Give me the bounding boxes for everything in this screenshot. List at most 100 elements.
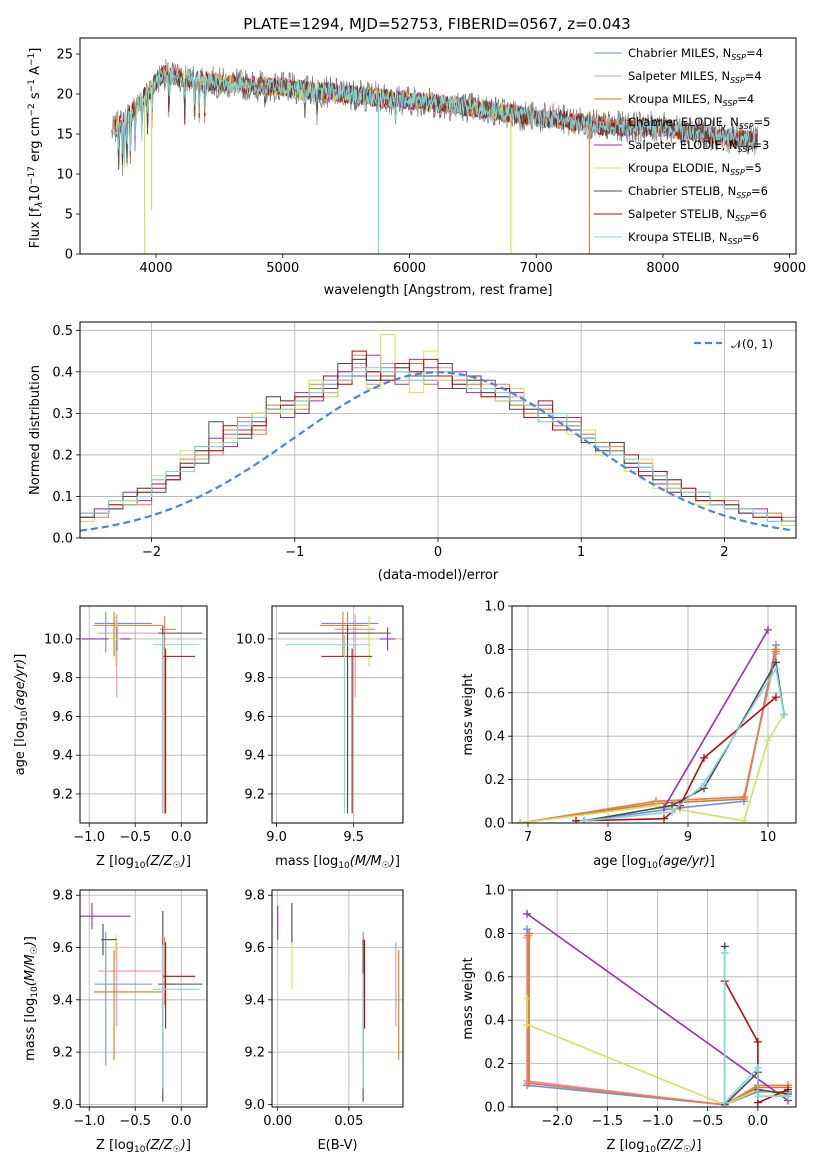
weight_vs_Z-xlabel: Z [log10(Z/Z☉)] bbox=[607, 1138, 702, 1155]
weight_vs_Z-xtick-label: 0.0 bbox=[748, 1114, 769, 1129]
spectrum-plot bbox=[111, 58, 759, 254]
weight_vs_Z-line-salpeter_elodie bbox=[526, 913, 789, 1102]
mass_vs_ebv-ytick-label: 9.6 bbox=[244, 941, 265, 956]
histogram-salpeter_stelib bbox=[80, 350, 796, 526]
spectrum-axes: 4000 5000 6000 7000 8000 9000 0 5 10 15 20 25 bbox=[56, 37, 806, 276]
weight_vs_Z-xtick-label: −1.0 bbox=[642, 1114, 674, 1129]
residuals-xtick-label: −1 bbox=[285, 545, 304, 560]
mass_vs_ebv-frame bbox=[271, 889, 404, 1108]
weight_vs_Z-ytick-label: 1.0 bbox=[484, 884, 505, 899]
weight_vs_Z-marker-kroupa_elodie bbox=[523, 994, 532, 1003]
weight_vs_age-marker-chabrier_elodie bbox=[740, 792, 748, 801]
residuals-legend-entry: 𝒩(0, 1) bbox=[731, 337, 773, 351]
weight_vs_age-ytick-label: 0.8 bbox=[484, 643, 505, 658]
spectrum-legend-entry: Salpeter ELODIE, NSSP=3 bbox=[628, 138, 769, 154]
spectrum-legend-entry: Salpeter MILES, NSSP=4 bbox=[628, 69, 762, 85]
age_vs_Z-ytick-label: 10.0 bbox=[44, 632, 73, 647]
spectrum-xtick-label: 8000 bbox=[646, 261, 679, 276]
spectrum-line-kroupa_stelib bbox=[115, 67, 758, 162]
mass_vs_Z-ytick-label: 9.6 bbox=[52, 941, 73, 956]
svg-text:Flux [fλ10−17 erg cm−2 s−1 A−1: Flux [fλ10−17 erg cm−2 s−1 A−1] bbox=[27, 48, 45, 249]
weight_vs_age-marker-kroupa_stelib bbox=[780, 710, 788, 719]
weight_vs_age-xtick-label: 7 bbox=[524, 830, 532, 845]
weight_vs_Z-xtick-label: −1.5 bbox=[592, 1114, 624, 1129]
mass_vs_Z-ytick-label: 9.2 bbox=[52, 1046, 73, 1061]
weight_vs_age-xtick-label: 8 bbox=[604, 830, 612, 845]
weight_vs_age-xtick-label: 10 bbox=[760, 830, 777, 845]
residuals-ytick-label: 0.4 bbox=[52, 365, 73, 380]
weight_vs_age-marker-kroupa_stelib bbox=[580, 816, 588, 823]
weight_vs_age-marker-kroupa_stelib bbox=[668, 808, 676, 817]
spectrum-xtick-label: 4000 bbox=[139, 261, 172, 276]
weight_vs_Z-plot bbox=[523, 909, 792, 1107]
weight_vs_age-ylabel: mass weight bbox=[461, 673, 476, 755]
age_vs_mass-ytick-label: 9.8 bbox=[244, 671, 265, 686]
residuals-ytick-label: 0.5 bbox=[52, 324, 73, 339]
weight_vs_Z-axes: −2.0 −1.5 −1.0 −0.5 0.0 0.0 0.2 0.4 0.6 0.8 1.0 bbox=[484, 884, 797, 1129]
spectrum-title: PLATE=1294, MJD=52753, FIBERID=0567, z=0… bbox=[243, 15, 630, 33]
age_vs_mass-frame bbox=[271, 605, 404, 824]
residuals-ytick-label: 0.2 bbox=[52, 448, 73, 463]
weight_vs_Z-ytick-label: 0.2 bbox=[484, 1057, 505, 1072]
mass_vs_ebv-xtick-label: 0.00 bbox=[263, 1114, 292, 1129]
weight_vs_age-ytick-label: 0.2 bbox=[484, 773, 505, 788]
mass_vs_ebv-ytick-label: 9.2 bbox=[244, 1046, 265, 1061]
weight_vs_Z-ytick-label: 0.4 bbox=[484, 1014, 505, 1029]
weight_vs_age-marker-kroupa_stelib bbox=[772, 664, 780, 673]
mass_vs_Z-axes: −1.0 −0.5 0.0 9.0 9.2 9.4 9.6 9.8 bbox=[52, 889, 208, 1129]
residuals-ytick-label: 0.1 bbox=[52, 490, 73, 505]
mass_vs_Z-plot bbox=[80, 903, 203, 1102]
weight_vs_Z-ytick-label: 0.0 bbox=[484, 1101, 505, 1116]
weight_vs_age-marker-chabrier_elodie bbox=[772, 647, 780, 656]
weight_vs_Z-ytick-label: 0.8 bbox=[484, 927, 505, 942]
mass_vs_Z-frame bbox=[79, 889, 208, 1108]
spectrum-ytick-label: 10 bbox=[56, 168, 73, 183]
mass_vs_Z-xlabel: Z [log10(Z/Z☉)] bbox=[96, 1138, 191, 1155]
mass_vs_Z-ytick-label: 9.4 bbox=[52, 993, 73, 1008]
age_vs_Z-ytick-label: 9.8 bbox=[52, 671, 73, 686]
weight_vs_age-ytick-label: 1.0 bbox=[484, 600, 505, 615]
spectrum-xtick-label: 9000 bbox=[773, 261, 806, 276]
age_vs_mass-ytick-label: 9.2 bbox=[244, 787, 265, 802]
residuals-xlabel: (data-model)/error bbox=[378, 568, 499, 583]
spectrum-xtick-label: 7000 bbox=[520, 261, 553, 276]
weight_vs_age-plot bbox=[516, 625, 788, 823]
weight_vs_Z-marker-kroupa_stelib bbox=[783, 1092, 792, 1101]
spectrum-ylabel: Flux [fλ10−17 erg cm−2 s−1 A−1] bbox=[27, 48, 45, 249]
spectrum-xlabel: wavelength [Angstrom, rest frame] bbox=[324, 283, 553, 298]
age_vs_Z-xlabel: Z [log10(Z/Z☉)] bbox=[96, 854, 191, 871]
age_vs_Z-xtick-label: 0.0 bbox=[171, 830, 192, 845]
age_vs_mass-ytick-label: 9.4 bbox=[244, 749, 265, 764]
weight_vs_age-marker-salpeter_stelib bbox=[772, 693, 780, 702]
weight_vs_age-line-chabrier_elodie bbox=[519, 651, 777, 823]
age_vs_mass-plot bbox=[278, 611, 396, 814]
spectrum-legend-entry: Kroupa ELODIE, NSSP=5 bbox=[628, 161, 762, 177]
spectrum-legend-entry: Chabrier STELIB, NSSP=6 bbox=[628, 184, 768, 200]
weight_vs_age-ytick-label: 0.6 bbox=[484, 686, 505, 701]
weight_vs_age-axes: 7 8 9 10 0.0 0.2 0.4 0.6 0.8 1.0 bbox=[484, 600, 797, 845]
spectrum-xtick-label: 6000 bbox=[393, 261, 426, 276]
age_vs_Z-ytick-label: 9.2 bbox=[52, 787, 73, 802]
spectrum-frame bbox=[79, 37, 797, 255]
age_vs_Z-ylabel: age [log10(age/yr)] bbox=[13, 654, 30, 776]
age_vs_Z-ytick-label: 9.6 bbox=[52, 710, 73, 725]
residuals-legend: 𝒩(0, 1) bbox=[694, 337, 773, 351]
weight_vs_age-xtick-label: 9 bbox=[684, 830, 692, 845]
weight_vs_age-ytick-label: 0.4 bbox=[484, 730, 505, 745]
weight_vs_age-frame bbox=[511, 605, 797, 824]
weight_vs_age-marker-kroupa_elodie bbox=[516, 819, 524, 823]
residuals-xtick-label: 1 bbox=[577, 545, 585, 560]
weight_vs_age-marker-salpeter_stelib bbox=[660, 814, 668, 823]
panels: 4000 5000 6000 7000 8000 90000510152025wavele… bbox=[13, 37, 806, 1155]
weight_vs_Z-marker-kroupa_stelib bbox=[720, 1098, 729, 1107]
age_vs_Z-frame bbox=[79, 605, 208, 824]
weight_vs_Z-marker-salpeter_elodie bbox=[523, 909, 532, 918]
weight_vs_age-marker-salpeter_elodie bbox=[764, 625, 772, 634]
weight_vs_age-marker-salpeter_stelib bbox=[700, 753, 708, 762]
weight_vs_Z-marker-chabrier_elodie bbox=[524, 931, 533, 940]
spectrum-legend-entry: Salpeter STELIB, NSSP=6 bbox=[628, 207, 767, 223]
residuals-xtick-label: −2 bbox=[142, 545, 161, 560]
residuals-xtick-label: 2 bbox=[720, 545, 728, 560]
mass_vs_ebv-axes: 0.00 0.05 9.0 9.2 9.4 9.6 9.8 bbox=[244, 889, 404, 1129]
spectrum-ytick-label: 5 bbox=[65, 208, 73, 223]
